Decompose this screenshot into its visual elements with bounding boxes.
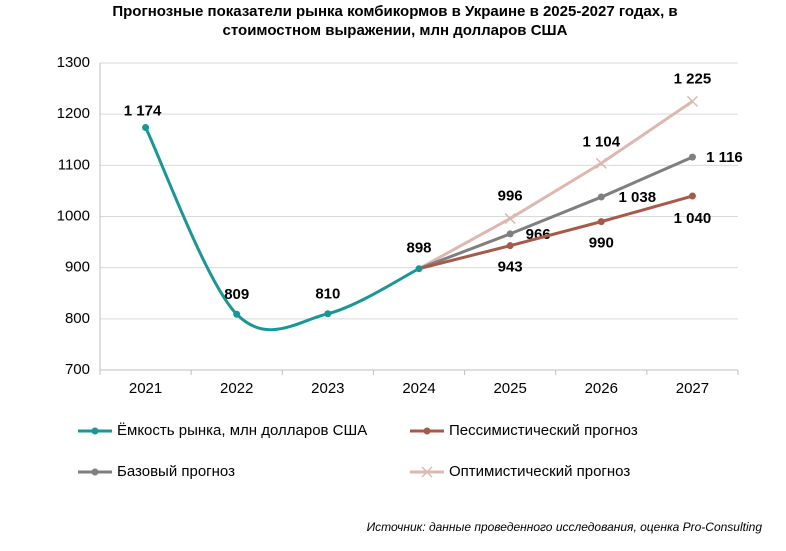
marker	[421, 466, 433, 478]
marker	[688, 153, 696, 161]
marker	[688, 192, 696, 200]
marker	[91, 468, 99, 476]
marker	[506, 242, 514, 250]
data-label: 1 225	[674, 70, 712, 87]
x-tick-label: 2022	[220, 380, 253, 397]
data-label: 1 104	[583, 133, 621, 150]
legend-label: Оптимистический прогноз	[449, 463, 630, 480]
series-line	[144, 126, 420, 332]
marker	[91, 427, 99, 435]
y-tick-label: 1100	[58, 156, 90, 173]
x-tick-label: 2021	[129, 380, 162, 397]
marker	[324, 310, 332, 318]
legend-label: Ёмкость рынка, млн долларов США	[117, 422, 367, 439]
legend-label: Базовый прогноз	[117, 463, 235, 480]
data-label: 898	[406, 240, 431, 257]
legend-label: Пессимистический прогноз	[449, 422, 638, 439]
series-line	[418, 194, 693, 271]
marker	[233, 310, 241, 318]
x-tick-label: 2023	[311, 380, 344, 397]
x-tick-label: 2025	[493, 380, 526, 397]
data-label: 1 174	[124, 102, 162, 119]
data-label: 1 116	[706, 149, 743, 166]
marker	[597, 218, 605, 226]
marker	[595, 157, 607, 169]
series-line	[418, 155, 694, 271]
y-tick-label: 1300	[57, 54, 90, 71]
marker	[423, 427, 431, 435]
marker	[142, 123, 150, 131]
data-label: 943	[498, 259, 523, 276]
x-tick-label: 2024	[402, 380, 435, 397]
marker	[506, 230, 514, 238]
marker	[686, 95, 698, 107]
data-label: 809	[224, 286, 249, 303]
source-note: Источник: данные проведенного исследован…	[366, 520, 762, 534]
marker	[415, 265, 423, 273]
data-label: 1 038	[619, 189, 657, 206]
y-tick-label: 700	[65, 361, 90, 378]
legend: Ёмкость рынка, млн долларов США Пессимист…	[78, 422, 638, 480]
y-tick-label: 900	[65, 259, 90, 276]
y-tick-label: 1000	[57, 207, 90, 224]
data-label: 996	[498, 188, 523, 205]
data-label: 1 040	[674, 210, 712, 227]
series-line	[418, 100, 694, 271]
data-label: 810	[315, 286, 340, 303]
y-tick-label: 1200	[57, 105, 90, 122]
marker	[597, 193, 605, 201]
data-label: 990	[589, 235, 614, 252]
chart-title: Прогнозные показатели рынка комбикормов …	[112, 3, 678, 39]
marker	[504, 213, 516, 225]
x-tick-label: 2026	[585, 380, 618, 397]
x-tick-label: 2027	[676, 380, 709, 397]
y-tick-label: 800	[65, 310, 90, 327]
